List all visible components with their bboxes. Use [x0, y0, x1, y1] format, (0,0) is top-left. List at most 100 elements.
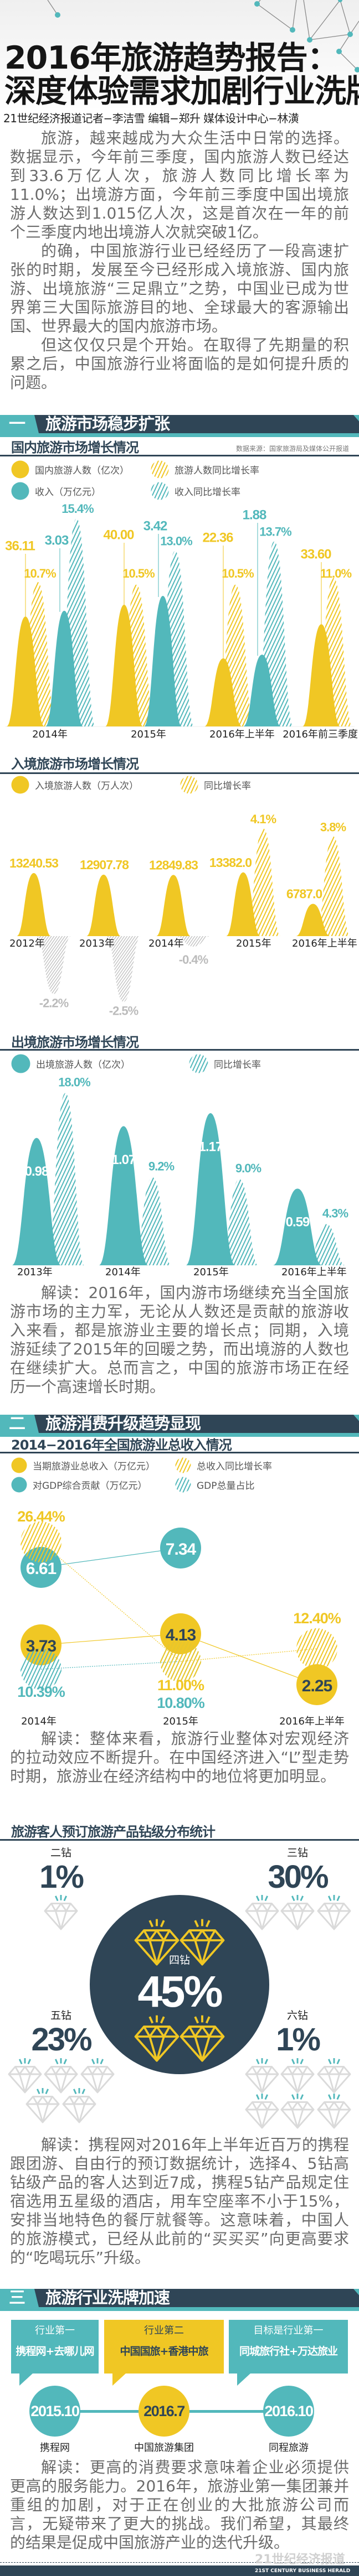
diamond-icon — [245, 2057, 279, 2094]
yellow-hatch-icon — [175, 1457, 191, 1473]
category-label: 2015年 — [193, 1266, 229, 1278]
growth-rate-hump — [134, 1177, 171, 1265]
visitors-label: 0.98 — [25, 1164, 49, 1179]
growth-rate-hump — [246, 828, 280, 936]
revenue-label: 3.73 — [26, 1637, 57, 1655]
tier-percent: 1% — [39, 1859, 84, 1895]
footer-divider — [0, 2562, 359, 2563]
legend-item: 入境旅游人数（万人次） — [11, 775, 139, 794]
revenue-label: 2.25 — [302, 1677, 332, 1695]
reading-text: 解读：2016年，国内游市场继续充当全国旅游市场的主力军，无论从人数还是贡献的旅… — [10, 1284, 349, 1396]
legend-label: 对GDP综合贡献（万亿元） — [33, 1480, 147, 1492]
header-background — [0, 0, 359, 111]
speech-tail — [237, 2373, 251, 2386]
category-label: 2015年 — [163, 1716, 198, 1727]
category-label: 2016年上半年 — [281, 1266, 347, 1278]
section-band — [34, 2289, 359, 2307]
visitors-label: 40.00 — [103, 527, 134, 542]
legend-label: 国内旅游人数（亿次） — [35, 465, 129, 476]
diamond-icon — [280, 2057, 315, 2094]
diamond-icon — [245, 1894, 279, 1930]
byline: 21世纪经济报道记者−李洁雪 编辑−郑升 媒体设计中心−林潢 — [3, 112, 299, 125]
revenue-line — [40, 1633, 181, 1645]
diamond-icon — [245, 2092, 279, 2129]
reading-paragraph: 解读：整体来看，旅游行业整体对宏观经济的拉动效应不断提升。在中国经济进入“L”型… — [10, 1730, 349, 1785]
legend-label: 旅游人数同比增长率 — [175, 465, 259, 476]
yellow-dot-icon — [11, 1457, 27, 1473]
page-title-line2: 深度体验需求加剧行业洗牌 — [4, 73, 359, 110]
income-growth-label: 15.4% — [61, 502, 94, 516]
revenue-growth-bubble — [20, 1521, 61, 1562]
visitors-label: 22.36 — [202, 530, 233, 545]
reading-paragraph: 解读：2016年，国内游市场继续充当全国旅游市场的主力军，无论从人数还是贡献的旅… — [10, 1284, 349, 1396]
legend-label: 当期旅游业总收入（万亿元） — [33, 1461, 155, 1472]
income-hump — [144, 596, 182, 726]
revenue-growth-label: 12.40% — [293, 1610, 341, 1627]
category-label: 2012年 — [9, 938, 45, 949]
income-label: 3.42 — [143, 518, 167, 533]
yellow-dot-icon — [11, 460, 29, 478]
divider — [0, 1049, 359, 1051]
legend-item: 收入同比增长率 — [151, 481, 240, 500]
section-number: 一 — [9, 414, 25, 434]
tier-percent: 1% — [276, 2022, 321, 2058]
inbound-tourism-chart: 13240.53 -2.2% 2012年 12907.78 -2.5% 2013年 1284… — [9, 812, 357, 1018]
legend-item: 同比增长率 — [180, 775, 251, 794]
legend-item: 收入（万亿元） — [11, 481, 101, 500]
chart-title-inbound: 入境旅游市场增长情况 — [11, 756, 139, 772]
yellow-dot-icon — [11, 776, 29, 793]
visitors-label: 13382.0 — [209, 855, 252, 870]
category-label: 2016年上半年 — [292, 938, 357, 949]
income-label: 3.03 — [45, 533, 69, 548]
diamond-icon — [180, 2014, 225, 2062]
teal-dot-icon — [11, 482, 29, 500]
timeline-company: 同程旅游 — [269, 2442, 309, 2454]
revenue-line — [180, 1633, 317, 1685]
diamond-icon — [180, 1918, 225, 1966]
teal-dot-icon — [11, 1054, 30, 1073]
growth-rate-hump — [106, 936, 141, 1002]
industry-rank: 行业第一 — [35, 2325, 75, 2336]
reading-text: 解读：整体来看，旅游行业整体对宏观经济的拉动效应不断提升。在中国经济进入“L”型… — [10, 1730, 349, 1786]
gdp-bubble — [160, 1528, 201, 1569]
teal-hatch-icon — [189, 1054, 208, 1073]
teal-dot-icon — [11, 1477, 27, 1492]
growth-rate-label: -2.2% — [39, 996, 69, 1010]
growth-rate-label: 11.0% — [320, 567, 352, 580]
visitors-hump — [17, 873, 51, 936]
intro-paragraph: 但这仅仅只是个开始。在取得了先期量的积累之后，中国旅游行业将面临的是如何提升质的… — [10, 336, 349, 392]
intro-paragraph: 旅游，越来越成为大众生活中日常的选择。数据显示，今年前三季度，国内旅游人数已经达… — [10, 129, 349, 241]
diamond-icon — [317, 1894, 351, 1930]
visitors-label: 33.60 — [300, 547, 331, 562]
teal-hatch-icon — [175, 1477, 191, 1492]
revenue-bubble-chart: 6.61 7.34 3.73 4.13 2.25 26.44% 11.00% 12.40% 10… — [17, 1508, 345, 1727]
growth-rate-label: 9.0% — [235, 1161, 261, 1175]
diamond-icon — [317, 2092, 351, 2129]
visitors-hump — [7, 616, 44, 726]
category-label: 2015年 — [131, 729, 166, 740]
yellow-hatch-icon — [151, 460, 169, 478]
growth-rate-label: 4.3% — [322, 1206, 348, 1220]
legend-item: 出境旅游人数（亿次） — [11, 1054, 130, 1073]
visitors-hump — [156, 875, 191, 936]
income-growth-label: 13.0% — [160, 534, 192, 548]
reading-paragraph: 解读：携程网对2016年上半年近百万的携程跟团游、自由行的预订数据统计，选择4、… — [10, 2136, 349, 2267]
growth-rate-label: 10.5% — [222, 567, 254, 580]
growth-rate-label: 10.5% — [122, 567, 155, 580]
income-growth-label: 13.7% — [259, 525, 291, 539]
legend-item: 国内旅游人数（亿次） — [11, 460, 129, 479]
growth-rate-label: 4.1% — [250, 812, 276, 826]
visitors-label: 0.59 — [286, 1215, 310, 1230]
legend-label: 总收入同比增长率 — [197, 1461, 272, 1472]
timeline-date: 2015.10 — [29, 2386, 80, 2437]
visitors-hump — [296, 903, 330, 936]
category-label: 2014年 — [148, 938, 184, 949]
growth-rate-hump — [307, 1224, 345, 1265]
legend-label: 同比增长率 — [204, 780, 251, 792]
visitors-label: 1.17 — [199, 1139, 223, 1154]
industry-box: 行业第二 中国国旅+香港中旅 — [104, 2320, 224, 2374]
reading-text: 解读：更高的消费要求意味着企业必须提供更高的服务能力。2016年，旅游业第一集团… — [10, 2458, 349, 2552]
tier-percent: 45% — [137, 1967, 223, 2016]
category-label: 2016年前三季度 — [283, 729, 358, 740]
growth-rate-hump — [176, 936, 211, 947]
